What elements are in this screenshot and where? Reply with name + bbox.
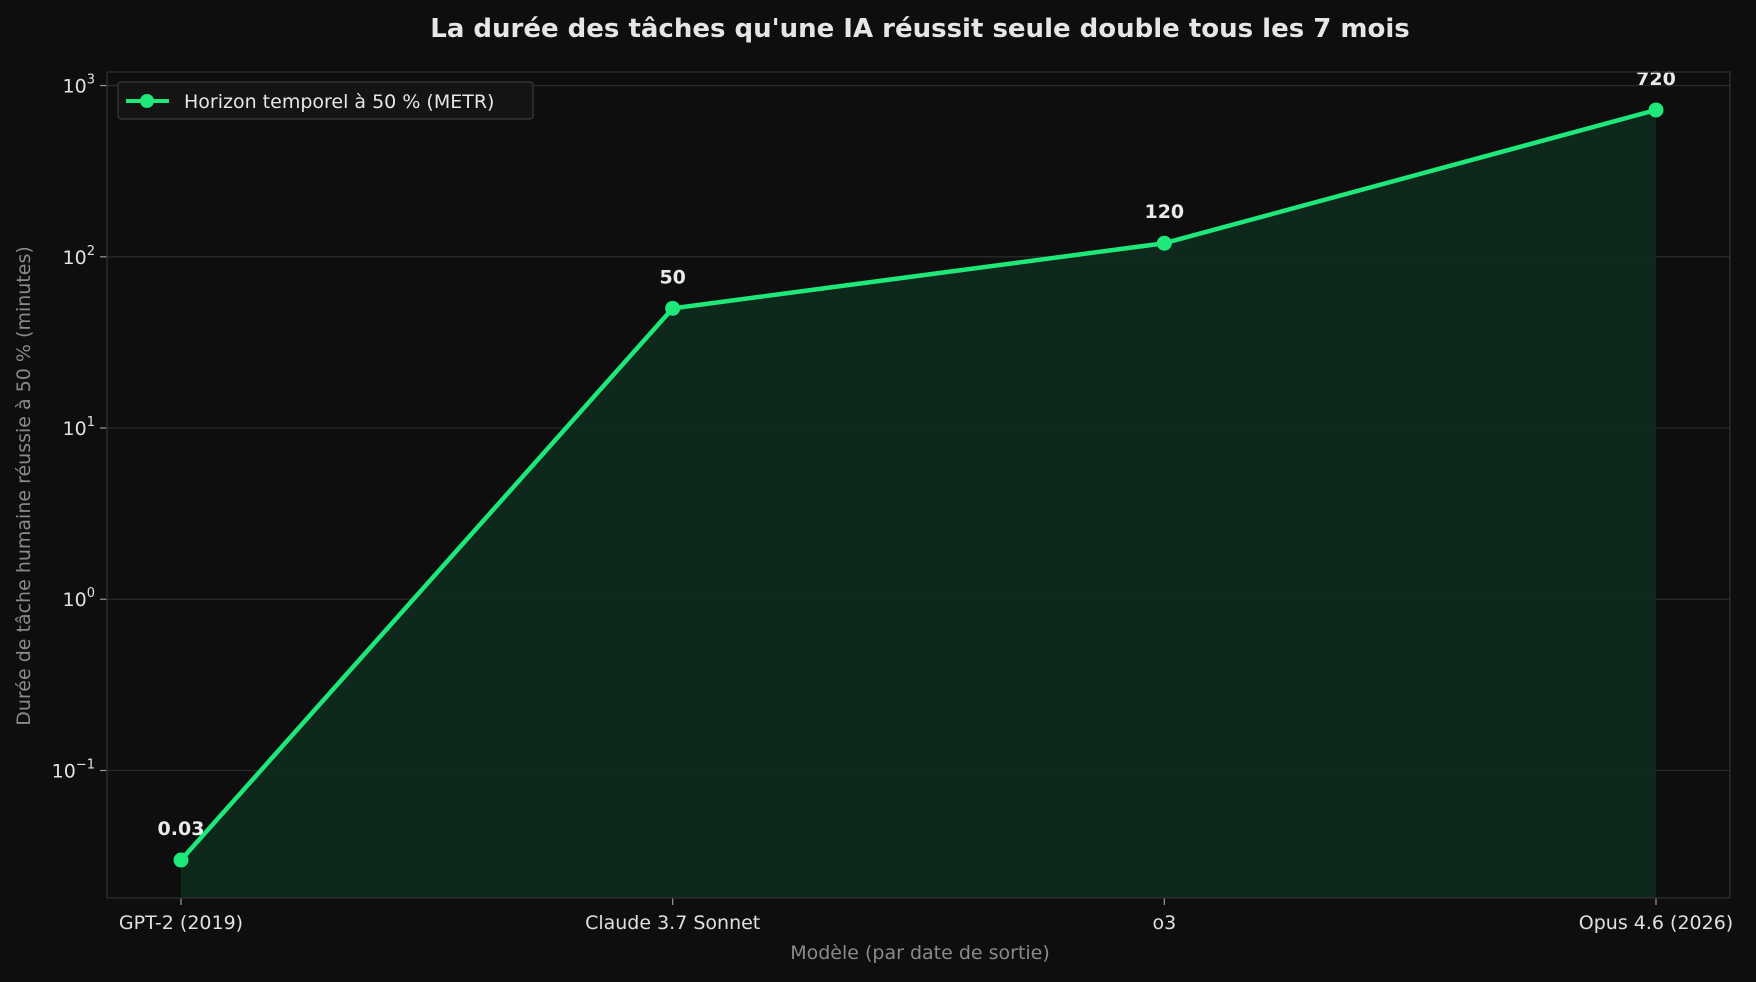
y-axis-ticks: 103 102 101 100 10−1: [52, 73, 107, 782]
x-tick-label: GPT-2 (2019): [119, 912, 243, 934]
y-tick-label: 103: [63, 73, 95, 98]
x-axis-ticks: GPT-2 (2019) Claude 3.7 Sonnet o3 Opus 4.6 …: [119, 898, 1733, 934]
legend-marker: [140, 94, 154, 108]
legend-box: [117, 81, 534, 120]
y-tick-label: 101: [63, 415, 95, 440]
data-label: 720: [1636, 68, 1676, 90]
data-point: [173, 852, 189, 868]
y-tick-label: 10−1: [52, 757, 95, 782]
x-tick-label: o3: [1152, 912, 1176, 934]
data-points: [173, 102, 1664, 868]
plot-frame: [106, 71, 1731, 899]
legend: Horizon temporel à 50 % (METR): [117, 81, 534, 120]
series-polyline: [179, 107, 1657, 862]
chart-title: La durée des tâches qu'une IA réussit se…: [430, 14, 1410, 44]
x-tick-label: Opus 4.6 (2026): [1579, 912, 1733, 934]
series-line: [179, 107, 1657, 862]
data-labels: 0.03 50 120 720: [158, 68, 1676, 840]
x-axis-label: Modèle (par date de sortie): [790, 942, 1050, 964]
legend-label: Horizon temporel à 50 % (METR): [184, 91, 494, 113]
y-axis-label: Durée de tâche humaine réussie à 50 % (m…: [13, 246, 35, 726]
y-tick-label: 100: [63, 586, 95, 611]
area-fill: [181, 109, 1656, 899]
data-label: 0.03: [158, 818, 205, 840]
data-label: 120: [1144, 201, 1184, 223]
data-point: [665, 300, 681, 316]
data-point: [1648, 102, 1664, 118]
series-area: [181, 109, 1656, 899]
x-tick-label: Claude 3.7 Sonnet: [585, 912, 760, 934]
y-tick-label: 102: [63, 244, 95, 269]
data-point: [1156, 235, 1172, 251]
data-label: 50: [659, 266, 685, 288]
